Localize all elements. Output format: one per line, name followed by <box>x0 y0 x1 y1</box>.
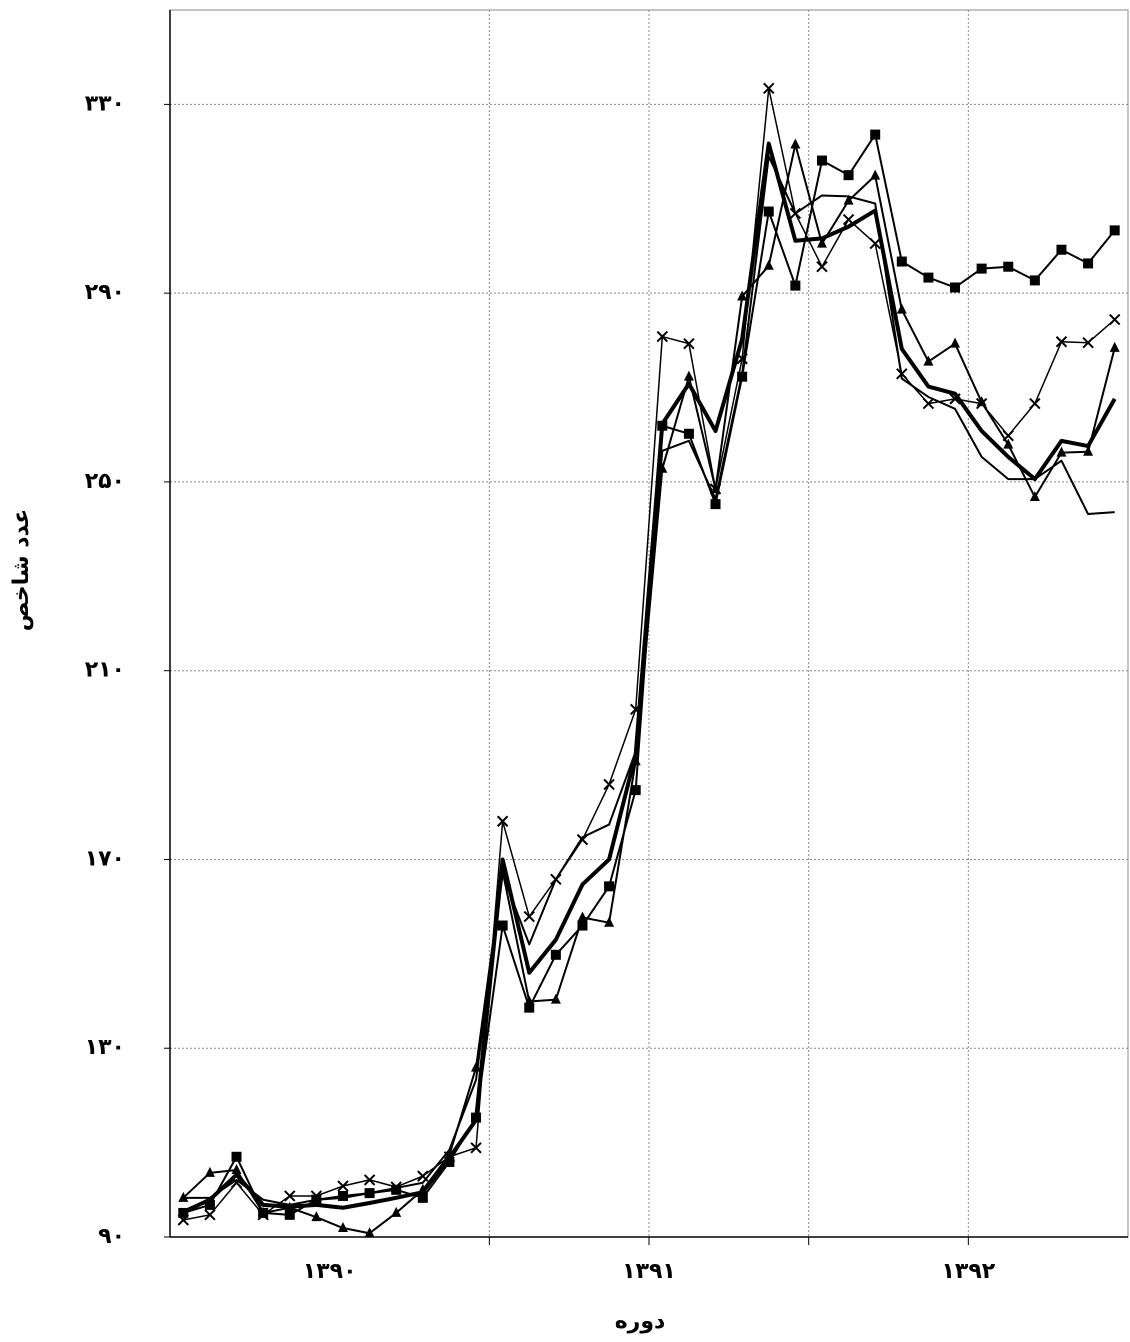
marker-square <box>1003 261 1014 272</box>
marker-square <box>816 155 827 166</box>
marker-x <box>284 1190 296 1202</box>
marker-x <box>763 82 775 95</box>
marker-triangle <box>550 993 561 1004</box>
marker-triangle <box>950 337 961 348</box>
marker-square <box>950 282 961 293</box>
y-tick-label: ۱۷۰ <box>85 846 125 871</box>
marker-x <box>1055 336 1068 348</box>
marker-square <box>630 785 641 796</box>
marker-x <box>177 1214 190 1226</box>
series-line <box>182 141 1117 1214</box>
marker-square <box>763 206 774 217</box>
marker-square <box>524 1002 535 1013</box>
marker-square <box>790 280 801 291</box>
marker-square <box>231 1151 242 1162</box>
marker-x <box>470 1142 482 1154</box>
marker-x <box>523 910 535 923</box>
marker-triangle <box>737 290 748 301</box>
marker-triangle <box>790 138 801 149</box>
y-tick-label: ۲۵۰ <box>85 469 125 494</box>
marker-triangle <box>923 355 934 366</box>
marker-triangle <box>524 995 535 1006</box>
marker-square <box>896 256 907 267</box>
marker-triangle <box>1029 491 1040 502</box>
y-tick-label: ۱۳۰ <box>85 1035 125 1060</box>
marker-square <box>923 272 934 283</box>
series-line <box>182 143 1116 1235</box>
marker-triangle <box>471 1061 482 1072</box>
marker-triangle <box>816 237 827 248</box>
marker-x <box>1082 336 1094 349</box>
marker-triangle <box>683 370 694 381</box>
marker-square <box>710 499 721 510</box>
marker-square <box>204 1199 215 1210</box>
marker-triangle <box>204 1166 215 1177</box>
marker-triangle <box>391 1206 402 1217</box>
marker-triangle <box>1109 341 1120 352</box>
y-tick-label: ۳۳۰ <box>85 91 125 116</box>
marker-square <box>870 129 881 140</box>
marker-triangle <box>311 1211 322 1222</box>
marker-x <box>1029 397 1041 410</box>
marker-triangle <box>896 303 907 314</box>
y-tick-label: ۹۰ <box>98 1224 125 1249</box>
marker-square <box>178 1207 189 1218</box>
y-axis-label: عدد شاخص <box>9 509 34 631</box>
marker-square <box>1083 258 1094 269</box>
marker-triangle <box>843 194 854 205</box>
marker-square <box>1029 275 1040 286</box>
marker-square <box>284 1209 295 1220</box>
marker-square <box>843 170 854 181</box>
marker-triangle <box>231 1163 242 1174</box>
marker-square <box>550 949 561 960</box>
marker-triangle <box>1003 438 1014 449</box>
marker-triangle <box>1056 446 1067 457</box>
marker-x <box>816 261 828 273</box>
x-axis-label: دوره <box>615 1309 666 1334</box>
series-line <box>183 155 1115 1206</box>
marker-x <box>337 1180 349 1192</box>
marker-x <box>1002 429 1014 442</box>
marker-x <box>363 1174 376 1186</box>
marker-square <box>391 1184 402 1195</box>
marker-x <box>869 237 881 250</box>
marker-x <box>683 337 695 350</box>
marker-square <box>444 1156 455 1167</box>
marker-square <box>417 1192 428 1203</box>
marker-square <box>1056 244 1067 255</box>
marker-triangle <box>364 1227 375 1238</box>
marker-triangle <box>1083 445 1094 456</box>
marker-square <box>497 920 508 931</box>
marker-triangle <box>763 259 774 270</box>
marker-square <box>337 1190 348 1201</box>
marker-square <box>976 263 987 274</box>
marker-triangle <box>870 169 881 180</box>
marker-triangle <box>604 916 615 927</box>
x-tick-label: ۱۳۹۲ <box>941 1259 995 1284</box>
marker-square <box>577 920 588 931</box>
marker-x <box>922 397 935 410</box>
marker-x <box>975 397 988 410</box>
marker-x <box>1108 313 1121 326</box>
marker-square <box>1109 225 1120 236</box>
x-tick-label: ۱۳۹۱ <box>622 1259 676 1284</box>
marker-square <box>683 428 694 439</box>
marker-x <box>257 1209 269 1221</box>
marker-triangle <box>577 911 588 922</box>
marker-triangle <box>258 1206 269 1217</box>
y-tick-label: ۲۹۰ <box>85 280 125 305</box>
marker-x <box>603 778 615 791</box>
x-tick-label: ۱۳۹۰ <box>303 1259 357 1284</box>
marker-x <box>204 1209 216 1221</box>
marker-square <box>604 881 615 892</box>
marker-x <box>496 815 509 827</box>
y-tick-label: ۲۱۰ <box>85 658 125 683</box>
marker-triangle <box>337 1222 348 1233</box>
marker-x <box>656 330 669 343</box>
